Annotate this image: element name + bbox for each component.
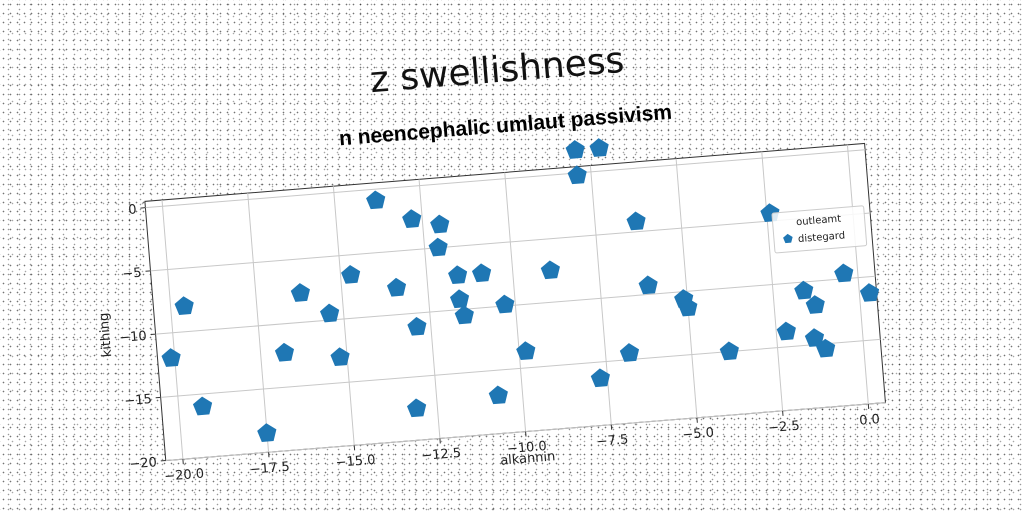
x-grid-line [161,199,184,460]
data-point [290,283,310,302]
x-tick-label: −5.0 [682,425,715,442]
x-grid-line [247,193,270,453]
data-points [161,138,880,442]
y-axis-ticks: 0 −5 −10 −15 −20 [119,202,166,472]
data-point [589,138,609,157]
x-tick-label: −2.5 [768,419,801,436]
legend: outleamt distegard [771,205,868,254]
data-point [678,297,698,317]
data-point [776,321,796,341]
y-grid-line [155,275,876,335]
y-tick-label: −15 [124,392,153,409]
data-point [471,263,492,283]
data-point [638,275,658,295]
x-tick-label: −17.5 [249,460,290,478]
data-point [859,283,880,302]
y-grid-line [160,338,881,398]
data-point [834,263,854,283]
data-point [448,265,468,285]
data-point [454,305,474,325]
data-point [816,338,836,358]
data-point [341,264,361,284]
data-point [174,296,194,315]
data-point [407,316,427,336]
data-point [805,295,825,314]
data-point [161,348,181,367]
data-point [794,280,814,300]
chart-subtitle: n neencephalic umlaut passivism [338,101,673,151]
y-tick-label: −20 [129,455,158,472]
data-point [495,294,515,314]
legend-label-distegard: distegard [798,230,846,245]
data-point [192,396,213,416]
data-point [516,341,536,361]
plot-area: −20.0 −17.5 −15.0 −12.5 −10.0 −7.5 −5.0 −2.5 0.0… [97,138,886,485]
y-grid-line [145,149,866,209]
data-point [406,398,427,418]
x-tick-label: −7.5 [596,432,629,449]
legend-title: outleamt [796,214,842,229]
chart-title: z swellishness [368,40,625,101]
data-point [366,190,386,210]
data-point [319,303,340,323]
y-tick-label: −5 [122,266,142,282]
data-point [567,165,587,185]
data-point [274,342,295,362]
x-axis-label: alkannin [500,449,556,468]
x-grid-line [332,186,355,446]
data-point [386,277,407,297]
data-point [257,423,277,442]
legend-marker-distegard [783,233,793,244]
x-tick-label: −12.5 [421,446,462,464]
x-tick-label: −15.0 [335,453,376,471]
x-tick-label: −20.0 [164,467,205,485]
data-point [330,347,350,367]
x-tick-label: −10.0 [506,439,547,457]
data-point [430,214,450,234]
data-point [428,237,448,257]
x-grid-line [675,158,698,418]
data-point [719,341,739,361]
y-grid-line [150,212,871,272]
y-axis-label: kithing [97,312,116,358]
data-point [449,289,470,309]
data-point [804,328,825,347]
data-point [565,140,585,159]
y-tick-label: −10 [119,329,148,346]
data-point [619,343,640,362]
data-point [590,368,610,388]
y-tick-label: 0 [128,202,137,218]
x-tick-label: 0.0 [859,412,881,429]
legend-box [771,205,868,254]
x-grid-line [846,144,869,405]
x-grid-line [504,172,527,432]
data-point [402,209,422,228]
x-grid-line [418,179,441,439]
x-grid-line [761,151,784,411]
data-point [488,385,508,405]
data-point [626,211,646,231]
data-point [540,260,560,280]
x-axis-ticks: −20.0 −17.5 −15.0 −12.5 −10.0 −7.5 −5.0 −2.5 0.0 [164,403,881,485]
